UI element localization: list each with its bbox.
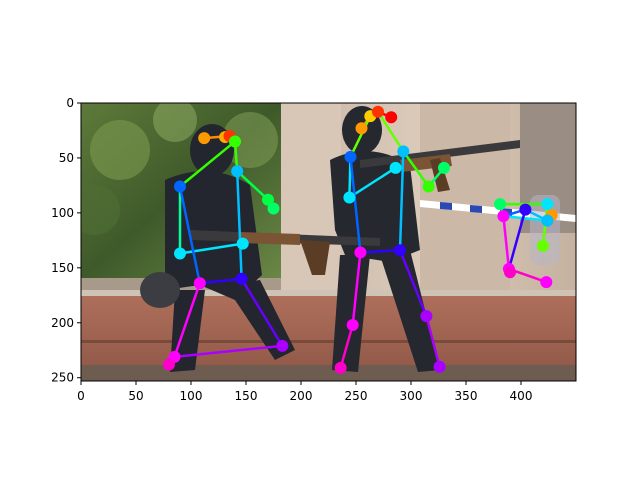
skeleton-bone-person-1: [178, 185, 202, 285]
skeleton-bone-person-2: [402, 150, 430, 188]
x-tick-label: 250: [345, 389, 368, 403]
keypoint-person-3: [541, 214, 554, 227]
skeleton-bone-person-1: [173, 281, 202, 359]
keypoint-person-2: [385, 111, 398, 124]
x-tick-label: 50: [128, 389, 143, 403]
skeleton-bone-person-1: [173, 344, 284, 359]
skeleton-bone-person-2: [349, 114, 372, 159]
keypoint-person-2: [334, 361, 347, 374]
keypoint-person-2: [397, 145, 410, 158]
keypoint-person-1: [231, 165, 244, 178]
x-tick-label: 300: [400, 389, 423, 403]
keypoint-person-1: [193, 277, 206, 290]
axes-frame: [80, 102, 577, 382]
keypoint-person-1: [163, 358, 175, 371]
skeleton-bone-person-3: [507, 208, 527, 271]
keypoint-person-1: [174, 180, 186, 193]
keypoint-person-1: [262, 193, 274, 206]
keypoint-person-3: [537, 239, 549, 252]
skeleton-bone-person-1: [198, 277, 243, 285]
skeleton-bone-person-1: [178, 140, 237, 188]
skeleton-bone-person-1: [178, 242, 244, 255]
skeleton-bone-person-2: [351, 251, 362, 327]
skeleton-bone-person-2: [348, 166, 397, 199]
skeleton-bone-person-3: [502, 214, 511, 271]
keypoint-person-3: [540, 276, 553, 289]
skeleton-bone-person-2: [398, 248, 428, 318]
keypoint-person-1: [229, 135, 241, 148]
keypoint-person-1: [235, 272, 248, 285]
x-tick-label: 150: [235, 389, 258, 403]
skeleton-bones: [167, 110, 554, 370]
keypoint-person-2: [394, 244, 406, 257]
keypoint-person-2: [343, 191, 356, 204]
keypoint-person-3: [494, 198, 507, 211]
skeleton-bone-person-3: [502, 214, 549, 222]
rifle-left: [190, 230, 380, 275]
keypoint-person-2: [354, 246, 367, 259]
keypoint-person-3: [497, 210, 510, 223]
x-tick-label: 200: [290, 389, 313, 403]
y-tick-label: 100: [51, 206, 74, 220]
y-tick-label: 0: [66, 96, 74, 110]
keypoint-person-2: [389, 161, 402, 174]
x-tick-label: 0: [77, 389, 85, 403]
keypoint-person-2: [344, 150, 357, 163]
x-tick-label: 350: [455, 389, 478, 403]
y-tick-label: 150: [51, 261, 74, 275]
photo-background: [81, 103, 576, 381]
keypoint-person-1: [276, 339, 289, 352]
keypoint-person-1: [236, 237, 249, 250]
keypoint-person-1: [198, 132, 211, 145]
keypoint-person-2: [420, 310, 433, 323]
skeleton-bone-person-1: [235, 169, 270, 201]
x-tick-label: 100: [180, 389, 203, 403]
skeleton-joints: [163, 105, 558, 374]
keypoint-person-3: [519, 203, 532, 216]
skeleton-bone-person-2: [349, 155, 362, 254]
keypoint-person-1: [267, 202, 280, 215]
y-tick-label: 50: [59, 151, 74, 165]
skeleton-bone-person-2: [425, 314, 441, 368]
keypoint-person-2: [433, 360, 446, 373]
keypoint-person-1: [174, 247, 186, 260]
keypoint-person-2: [355, 122, 368, 135]
keypoint-person-2: [346, 318, 359, 331]
keypoint-person-2: [438, 161, 450, 174]
skeleton-bone-person-2: [398, 150, 405, 252]
keypoint-person-2: [372, 105, 384, 118]
x-axis: 0 50 100 150 200 250 300 350 400: [77, 381, 532, 403]
keypoint-person-3: [504, 266, 516, 279]
skeleton-bone-person-1: [240, 277, 284, 348]
skeleton-bone-person-2: [359, 248, 402, 254]
skeleton-bone-person-2: [376, 110, 405, 153]
keypoint-person-2: [422, 180, 435, 193]
x-tick-label: 400: [510, 389, 533, 403]
skeleton-bone-person-2: [339, 323, 354, 370]
y-tick-label: 200: [51, 316, 74, 330]
keypoint-person-3: [541, 198, 554, 211]
skeleton-bone-person-1: [235, 169, 243, 281]
y-axis: 0 50 100 150 200 250: [51, 96, 81, 385]
y-tick-label: 250: [51, 371, 74, 385]
